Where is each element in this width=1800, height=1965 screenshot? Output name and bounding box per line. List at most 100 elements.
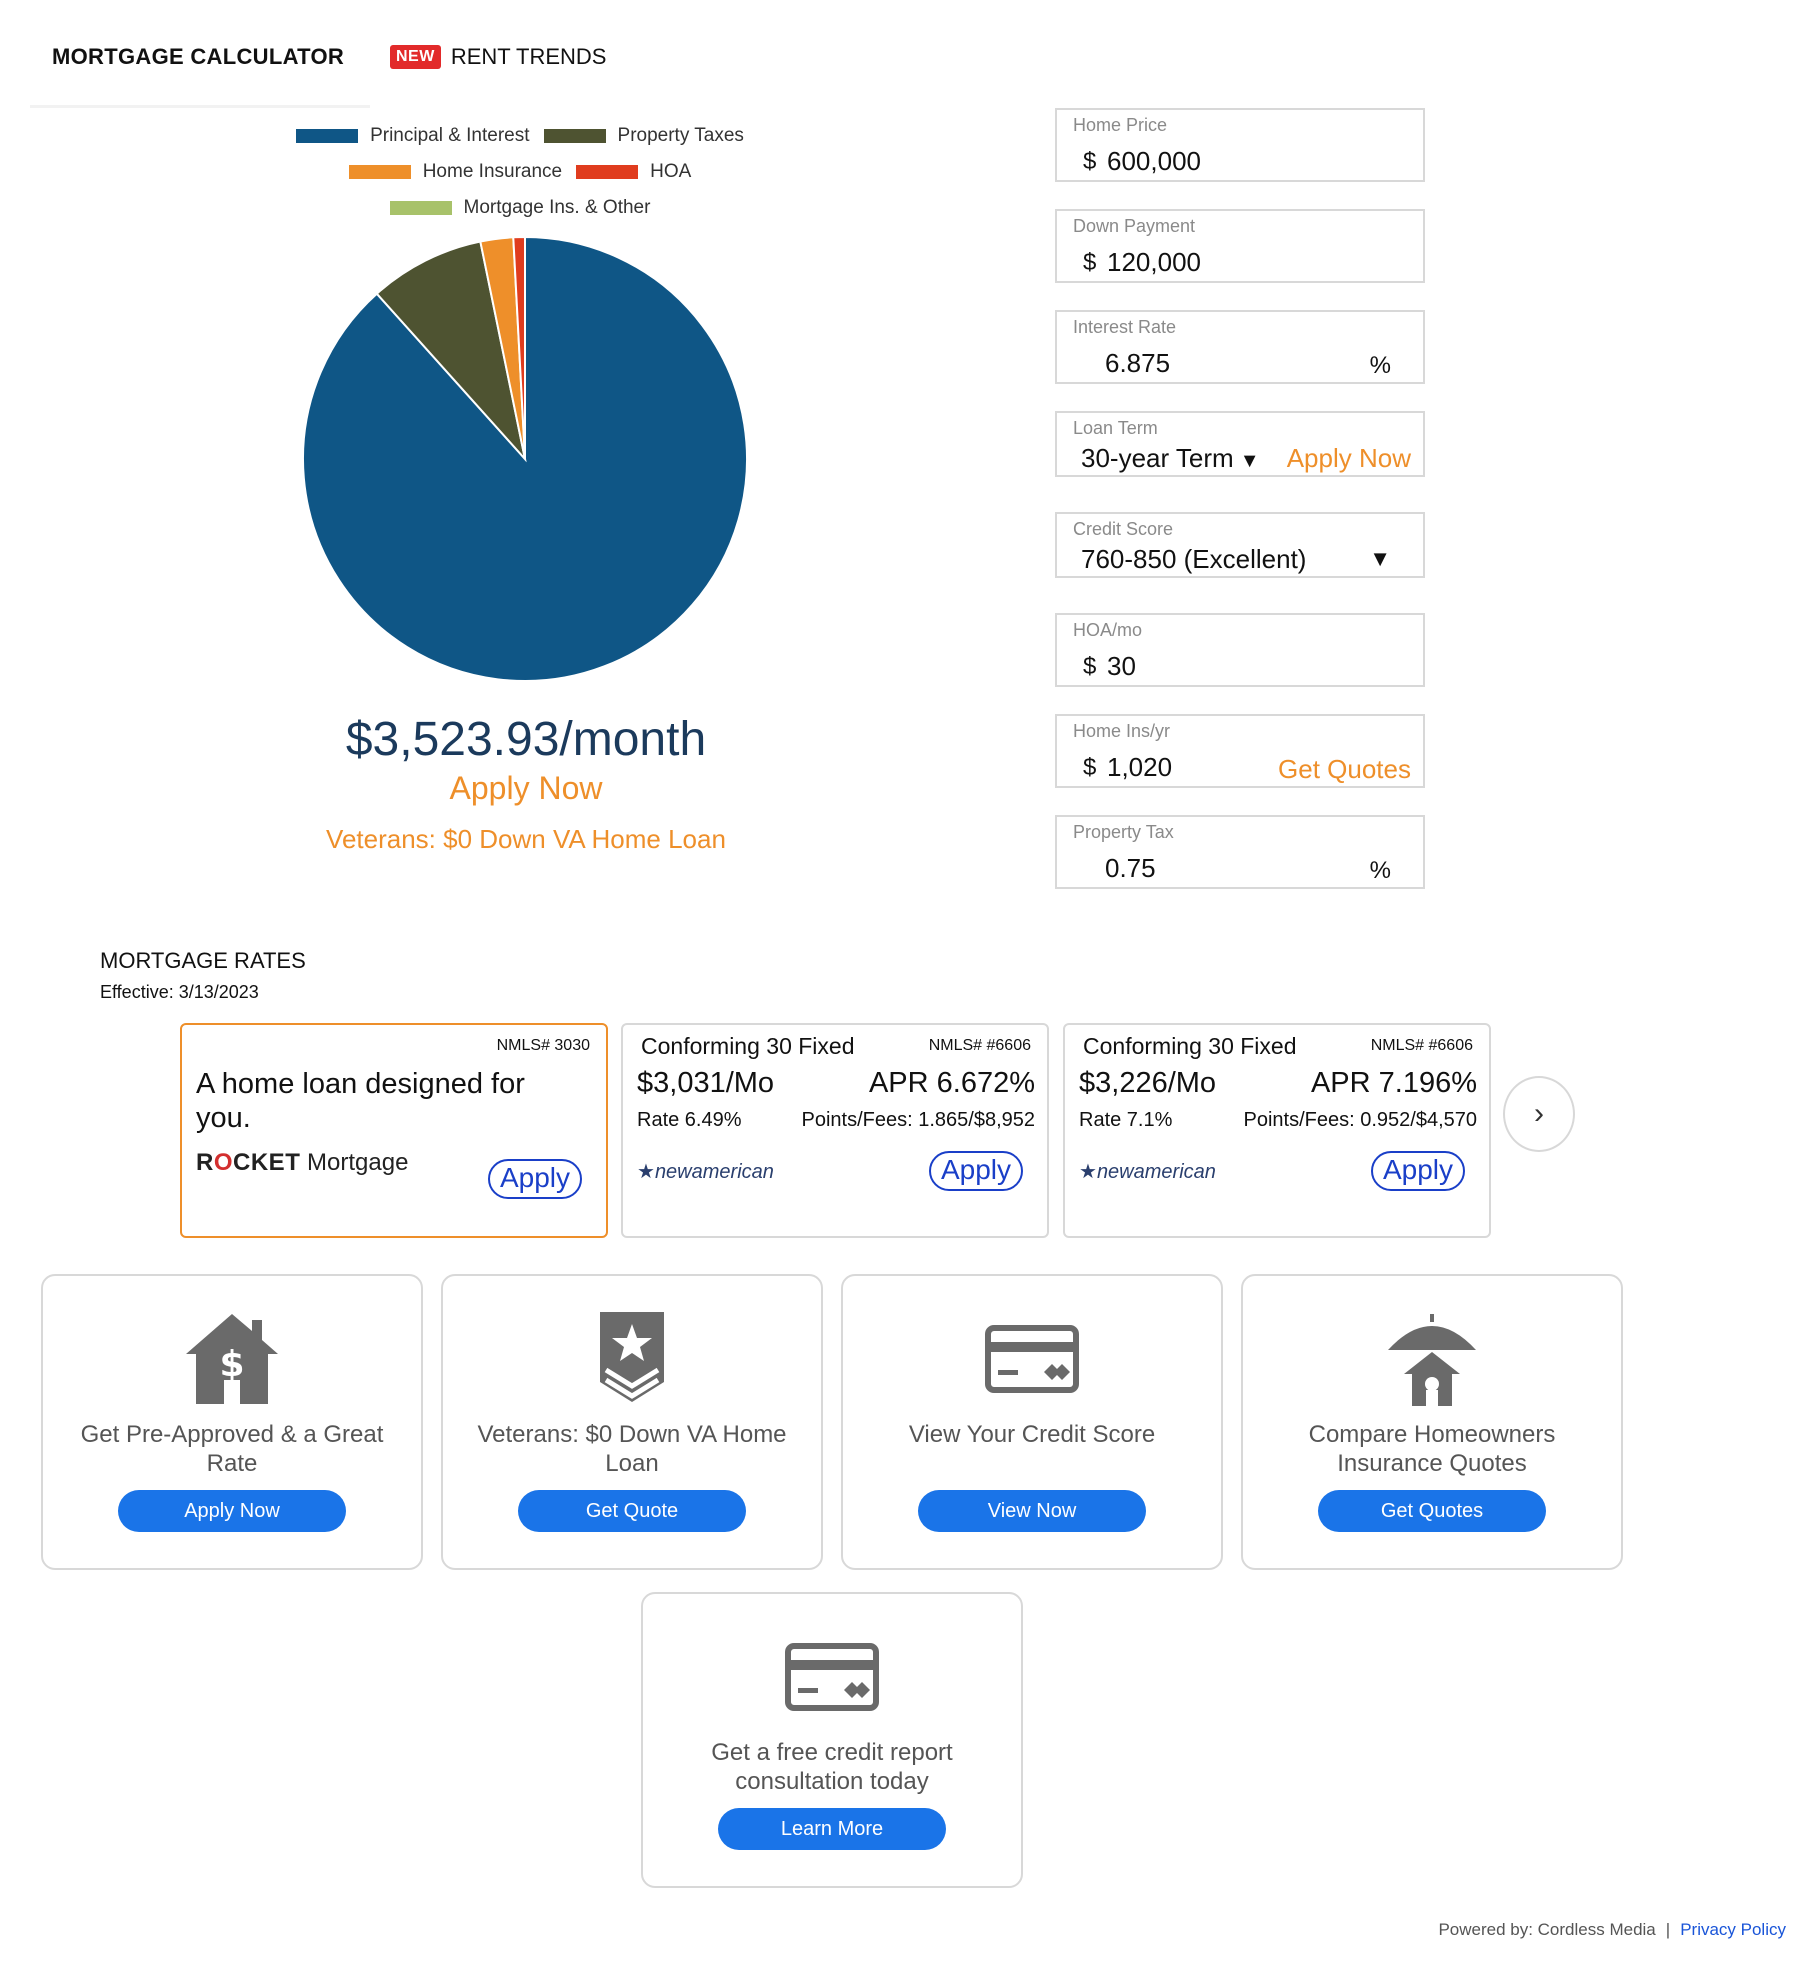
pie-slice-property-taxes[interactable] bbox=[375, 240, 527, 463]
promo-text: Compare Homeowners Insurance Quotes bbox=[1308, 1421, 1556, 1477]
promo-card-veterans: Veterans: $0 Down VA Home Loan Get Quote bbox=[441, 1274, 823, 1570]
rate-card-headline: A home loan designed for you. bbox=[196, 1068, 525, 1134]
percent-suffix: % bbox=[1369, 857, 1391, 884]
legend-label: Principal & Interest bbox=[370, 125, 530, 146]
nmls-number: NMLS# #6606 bbox=[1370, 1037, 1473, 1054]
legend-swatch bbox=[576, 165, 639, 179]
footer: Powered by: Cordless Media | Privacy Polic… bbox=[1438, 1920, 1786, 1940]
get-quotes-link[interactable]: Get Quotes bbox=[1278, 754, 1411, 784]
home-insurance-input[interactable]: 1,020 bbox=[1107, 752, 1173, 782]
loan-term-value: 30-year Term bbox=[1081, 443, 1234, 473]
rate-card-newamerican-2[interactable]: Conforming 30 Fixed NMLS# #6606 $3,226/M… bbox=[1063, 1023, 1491, 1238]
next-rates-button[interactable]: › bbox=[1503, 1076, 1575, 1152]
powered-by: Powered by: Cordless Media bbox=[1438, 1920, 1656, 1939]
nmls-number: NMLS# #6606 bbox=[928, 1037, 1031, 1054]
legend-swatch bbox=[389, 201, 452, 215]
privacy-policy-link[interactable]: Privacy Policy bbox=[1680, 1920, 1786, 1939]
pie-slice-principal-interest[interactable] bbox=[302, 235, 748, 682]
get-quote-button[interactable]: Get Quote bbox=[518, 1490, 746, 1532]
military-badge-icon bbox=[600, 1312, 664, 1402]
apply-button[interactable]: Apply bbox=[928, 1151, 1023, 1191]
apply-button[interactable]: Apply bbox=[487, 1159, 582, 1199]
apr-value: APR 6.672% bbox=[868, 1067, 1035, 1099]
rate-card-newamerican-1[interactable]: Conforming 30 Fixed NMLS# #6606 $3,031/M… bbox=[621, 1023, 1049, 1238]
legend-swatch bbox=[348, 165, 411, 179]
home-insurance-field[interactable]: Home Ins/yr $ 1,020 Get Quotes bbox=[1055, 714, 1425, 788]
loan-term-apply-now-link[interactable]: Apply Now bbox=[1286, 443, 1411, 473]
property-tax-label: Property Tax bbox=[1073, 822, 1174, 842]
newamerican-logo: ★newamerican bbox=[1079, 1159, 1216, 1184]
logo-text: Mortgage bbox=[300, 1149, 409, 1176]
star-icon: ★ bbox=[637, 1161, 655, 1183]
logo-text: CKET bbox=[233, 1149, 301, 1176]
home-price-field[interactable]: Home Price $ 600,000 bbox=[1055, 108, 1425, 182]
down-payment-field[interactable]: Down Payment $ 120,000 bbox=[1055, 209, 1425, 283]
rate-product: Conforming 30 Fixed bbox=[1083, 1033, 1297, 1059]
interest-rate-label: Interest Rate bbox=[1073, 317, 1177, 337]
legend-label: Home Insurance bbox=[422, 161, 563, 182]
newamerican-logo: ★newamerican bbox=[637, 1159, 774, 1184]
star-icon: ★ bbox=[1079, 1161, 1097, 1183]
tab-rent-trends-label: RENT TRENDS bbox=[450, 44, 607, 69]
home-price-label: Home Price bbox=[1073, 115, 1168, 135]
tab-rent-trends[interactable]: NEW RENT TRENDS bbox=[390, 44, 606, 70]
logo-text: O bbox=[213, 1149, 234, 1176]
va-loan-link[interactable]: Veterans: $0 Down VA Home Loan bbox=[326, 824, 726, 854]
rate-value: Rate 6.49% bbox=[637, 1109, 742, 1131]
interest-rate-input[interactable]: 6.875 bbox=[1105, 348, 1171, 378]
learn-more-button[interactable]: Learn More bbox=[718, 1808, 946, 1850]
apply-now-button[interactable]: Apply Now bbox=[118, 1490, 346, 1532]
promo-text: View Your Credit Score bbox=[908, 1421, 1156, 1448]
down-payment-input[interactable]: 120,000 bbox=[1107, 247, 1201, 277]
credit-score-label: Credit Score bbox=[1073, 519, 1174, 539]
home-price-input[interactable]: 600,000 bbox=[1107, 146, 1201, 176]
apply-button[interactable]: Apply bbox=[1370, 1151, 1465, 1191]
monthly-payment: $3,226/Mo bbox=[1079, 1067, 1217, 1099]
credit-score-field[interactable]: Credit Score 760-850 (Excellent) ▼ bbox=[1055, 512, 1425, 578]
get-quotes-button[interactable]: Get Quotes bbox=[1318, 1490, 1546, 1532]
property-tax-input[interactable]: 0.75 bbox=[1105, 853, 1156, 883]
logo-text: newamerican bbox=[1096, 1161, 1216, 1183]
credit-card-icon bbox=[785, 1643, 879, 1711]
hoa-input[interactable]: 30 bbox=[1107, 651, 1136, 681]
property-tax-field[interactable]: Property Tax 0.75 % bbox=[1055, 815, 1425, 889]
credit-score-value[interactable]: 760-850 (Excellent) bbox=[1081, 544, 1307, 574]
promo-text: Get Pre-Approved & a Great Rate bbox=[80, 1421, 384, 1477]
chart-legend: Principal & Interest Property Taxes Home… bbox=[260, 118, 780, 226]
chevron-down-icon: ▼ bbox=[1239, 450, 1260, 472]
apply-now-link[interactable]: Apply Now bbox=[449, 770, 603, 806]
tab-mortgage-calculator[interactable]: MORTGAGE CALCULATOR bbox=[52, 44, 345, 69]
legend-home-insurance[interactable]: Home Insurance bbox=[348, 161, 563, 183]
chevron-down-icon[interactable]: ▼ bbox=[1369, 546, 1391, 571]
rate-product: Conforming 30 Fixed bbox=[641, 1033, 855, 1059]
legend-label: HOA bbox=[650, 161, 692, 182]
new-badge: NEW bbox=[390, 45, 441, 69]
legend-principal-interest[interactable]: Principal & Interest bbox=[296, 125, 530, 147]
monthly-payment: $3,031/Mo bbox=[637, 1067, 775, 1099]
currency-prefix: $ bbox=[1083, 148, 1097, 175]
chevron-right-icon: › bbox=[1534, 1097, 1544, 1130]
rate-card-rocket[interactable]: NMLS# 3030 A home loan designed for you.… bbox=[180, 1023, 608, 1238]
nmls-number: NMLS# 3030 bbox=[496, 1037, 590, 1054]
legend-label: Property Taxes bbox=[617, 125, 744, 146]
promo-text: Veterans: $0 Down VA Home Loan bbox=[477, 1421, 787, 1477]
apr-value: APR 7.196% bbox=[1310, 1067, 1477, 1099]
footer-separator: | bbox=[1665, 1920, 1671, 1939]
payment-pie-chart bbox=[302, 235, 748, 682]
currency-prefix: $ bbox=[1083, 754, 1097, 781]
hoa-label: HOA/mo bbox=[1073, 620, 1143, 640]
loan-term-select[interactable]: 30-year Term ▼ bbox=[1081, 443, 1259, 474]
promo-text: Get a free credit report consultation to… bbox=[711, 1739, 953, 1795]
loan-term-field[interactable]: Loan Term 30-year Term ▼ Apply Now bbox=[1055, 411, 1425, 477]
promo-card-credit-report: Get a free credit report consultation to… bbox=[641, 1592, 1023, 1888]
pie-slice-hoa[interactable] bbox=[512, 235, 526, 460]
legend-hoa[interactable]: HOA bbox=[576, 161, 691, 183]
logo-text: newamerican bbox=[654, 1161, 774, 1183]
hoa-field[interactable]: HOA/mo $ 30 bbox=[1055, 613, 1425, 687]
legend-property-taxes[interactable]: Property Taxes bbox=[543, 125, 744, 147]
legend-mortgage-ins-other[interactable]: Mortgage Ins. & Other bbox=[389, 197, 650, 219]
promo-card-preapproved: $ Get Pre-Approved & a Great Rate Apply … bbox=[41, 1274, 423, 1570]
monthly-payment: $3,523.93/month bbox=[345, 713, 707, 766]
interest-rate-field[interactable]: Interest Rate 6.875 % bbox=[1055, 310, 1425, 384]
view-now-button[interactable]: View Now bbox=[918, 1490, 1146, 1532]
